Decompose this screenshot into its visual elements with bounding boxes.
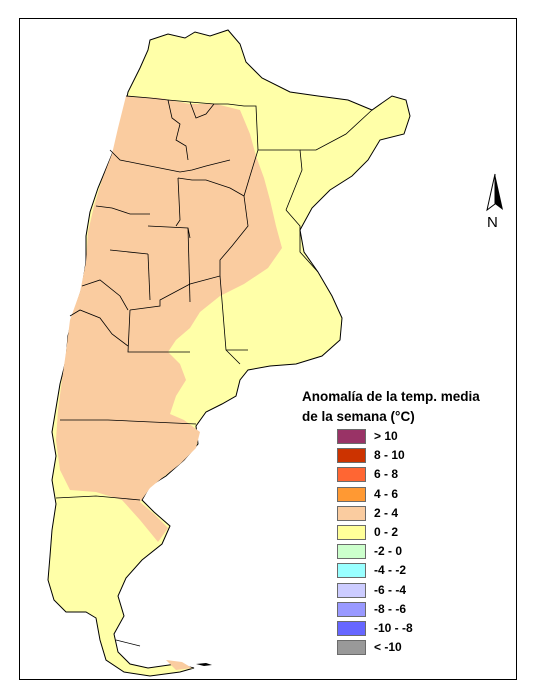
legend-label: 4 - 6: [374, 486, 399, 501]
legend-swatch: [337, 448, 366, 464]
legend-label: -10 - -8: [374, 620, 413, 635]
legend-swatch: [337, 524, 366, 540]
legend-swatch: [337, 582, 366, 598]
legend-label: -2 - 0: [374, 544, 403, 559]
legend-label: 8 - 10: [374, 448, 405, 463]
legend-label: -4 - -2: [374, 563, 407, 578]
legend-swatch: [337, 640, 366, 656]
north-label: N: [487, 214, 498, 231]
north-arrow-icon: [486, 173, 503, 212]
legend-swatch: [337, 601, 366, 617]
legend-title-line2: de la semana (°C): [302, 409, 415, 424]
legend-label: -8 - -6: [374, 601, 407, 616]
legend-swatch: [337, 544, 366, 560]
legend-label: -6 - -4: [374, 582, 407, 597]
anomaly-south-coast: [166, 660, 192, 670]
legend-swatch: [337, 429, 366, 444]
legend-swatch: [337, 563, 366, 579]
legend-label: < -10: [374, 640, 402, 655]
legend-swatch: [337, 505, 366, 521]
legend-label: > 10: [374, 429, 398, 443]
legend-label: 2 - 4: [374, 505, 399, 520]
legend-swatch: [337, 486, 366, 502]
legend-label: 6 - 8: [374, 467, 399, 482]
legend-label: 0 - 2: [374, 524, 399, 539]
legend-swatch: [337, 620, 366, 636]
legend-title-line1: Anomalía de la temp. media: [302, 389, 480, 404]
south-island-detail: [196, 663, 212, 666]
legend-swatch: [337, 467, 366, 483]
anomaly-2-4-region: [56, 96, 282, 542]
province-boundaries: [55, 95, 373, 647]
legend-title: Anomalía de la temp. media de la semana …: [302, 387, 512, 427]
